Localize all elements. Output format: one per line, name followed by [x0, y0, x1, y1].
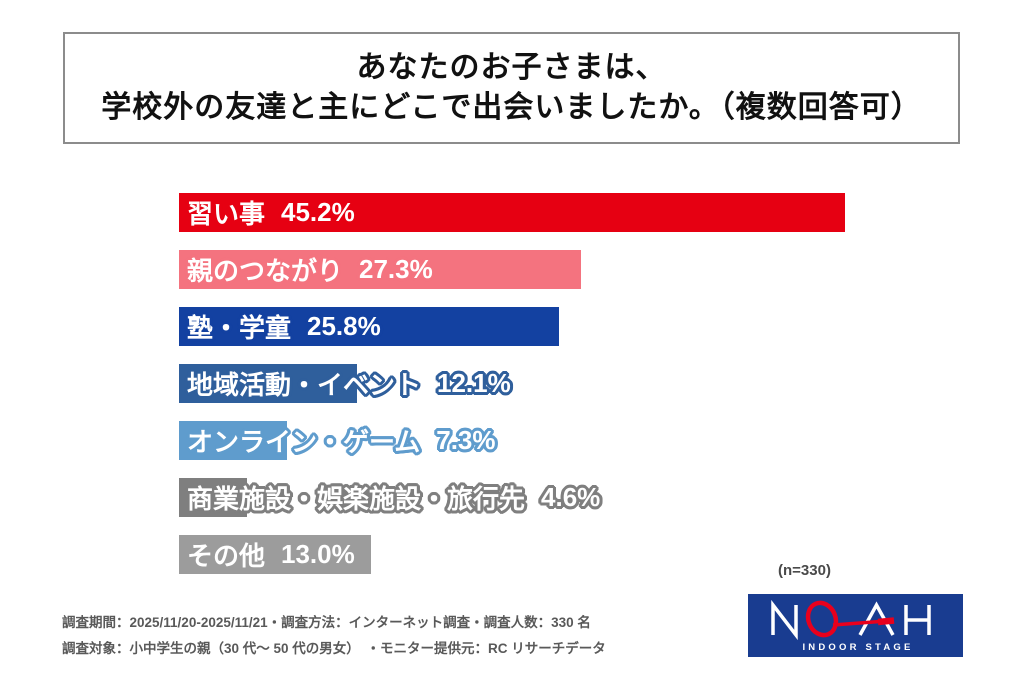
- bar-category-label: 習い事: [187, 199, 266, 229]
- noah-logo-background: [748, 594, 963, 657]
- sample-size-note: (n=330): [778, 562, 831, 579]
- bar-label: オンライン・ゲーム 7.3%: [187, 421, 496, 460]
- chart-title-box: あなたのお子さまは、 学校外の友達と主にどこで出会いましたか。（複数回答可）: [63, 32, 960, 144]
- bar-label: 親のつながり 27.3%: [187, 250, 433, 289]
- bar-category-label: その他: [187, 541, 266, 571]
- bar-row: 習い事 45.2%: [179, 193, 979, 232]
- noah-logo-letter-h: [904, 605, 931, 635]
- chart-title-line2: 学校外の友達と主にどこで出会いましたか。（複数回答可）: [101, 91, 922, 124]
- chart-title-line1: あなたのお子さまは、: [356, 51, 667, 84]
- survey-footnote-line1: 調査期間：2025/11/20-2025/11/21・調査方法：インターネット調…: [62, 615, 591, 630]
- bar-row: 地域活動・イベント 12.1%: [179, 364, 979, 403]
- bar: [179, 250, 581, 289]
- bar-label: 商業施設・娯楽施設・旅行先 4.6%: [187, 478, 600, 517]
- bar-category-label: 親のつながり: [187, 256, 344, 286]
- survey-footnote-line2: 調査対象：小中学生の親（30 代〜 50 代の男女） ・モニター提供元：RC リ…: [62, 641, 606, 656]
- bar-value-label: 12.1%: [437, 368, 511, 398]
- bar: [179, 421, 287, 460]
- bar-label: その他 13.0%: [187, 535, 355, 574]
- bar-label: 習い事 45.2%: [187, 193, 355, 232]
- noah-logo-letter-a: [858, 601, 895, 636]
- bar: [179, 193, 845, 232]
- noah-logo-racket-icon: [805, 600, 895, 638]
- bar-category-label: 商業施設・娯楽施設・旅行先: [187, 484, 526, 514]
- bar-category-label: 塾・学童: [187, 313, 292, 343]
- bar: [179, 307, 559, 346]
- bar-row: その他 13.0%: [179, 535, 979, 574]
- bar-value-label: 45.2%: [281, 197, 355, 227]
- noah-logo-letter-n: [771, 599, 798, 641]
- noah-logo-subtext: INDOOR STAGE: [802, 642, 913, 653]
- bar-value-label: 27.3%: [359, 254, 433, 284]
- bar-row: 親のつながり 27.3%: [179, 250, 979, 289]
- bar-label: 塾・学童 25.8%: [187, 307, 381, 346]
- bar-value-label: 7.3%: [436, 425, 496, 455]
- bar: [179, 478, 247, 517]
- bar-label: 地域活動・イベント 12.1%: [187, 364, 511, 403]
- bar: [179, 364, 357, 403]
- bar: [179, 535, 371, 574]
- bar-row: 商業施設・娯楽施設・旅行先 4.6%: [179, 478, 979, 517]
- bar-row: オンライン・ゲーム 7.3%: [179, 421, 979, 460]
- bar-row: 塾・学童 25.8%: [179, 307, 979, 346]
- bar-category-label: 地域活動・イベント: [187, 370, 422, 400]
- bar-value-label: 4.6%: [541, 482, 601, 512]
- bar-value-label: 25.8%: [307, 311, 381, 341]
- bar-value-label: 13.0%: [281, 539, 355, 569]
- bar-category-label: オンライン・ゲーム: [187, 427, 421, 457]
- noah-logo: INDOOR STAGE: [748, 594, 963, 657]
- bar-chart: 習い事 45.2% 親のつながり 27.3% 塾・学童 25.8% 地域活動・イベント 12.…: [179, 193, 979, 592]
- survey-footnote: 調査期間：2025/11/20-2025/11/21・調査方法：インターネット調…: [62, 610, 606, 662]
